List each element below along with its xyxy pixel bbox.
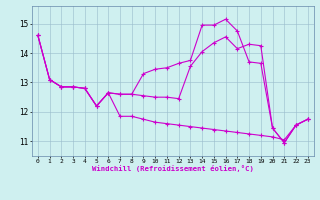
X-axis label: Windchill (Refroidissement éolien,°C): Windchill (Refroidissement éolien,°C) — [92, 165, 254, 172]
